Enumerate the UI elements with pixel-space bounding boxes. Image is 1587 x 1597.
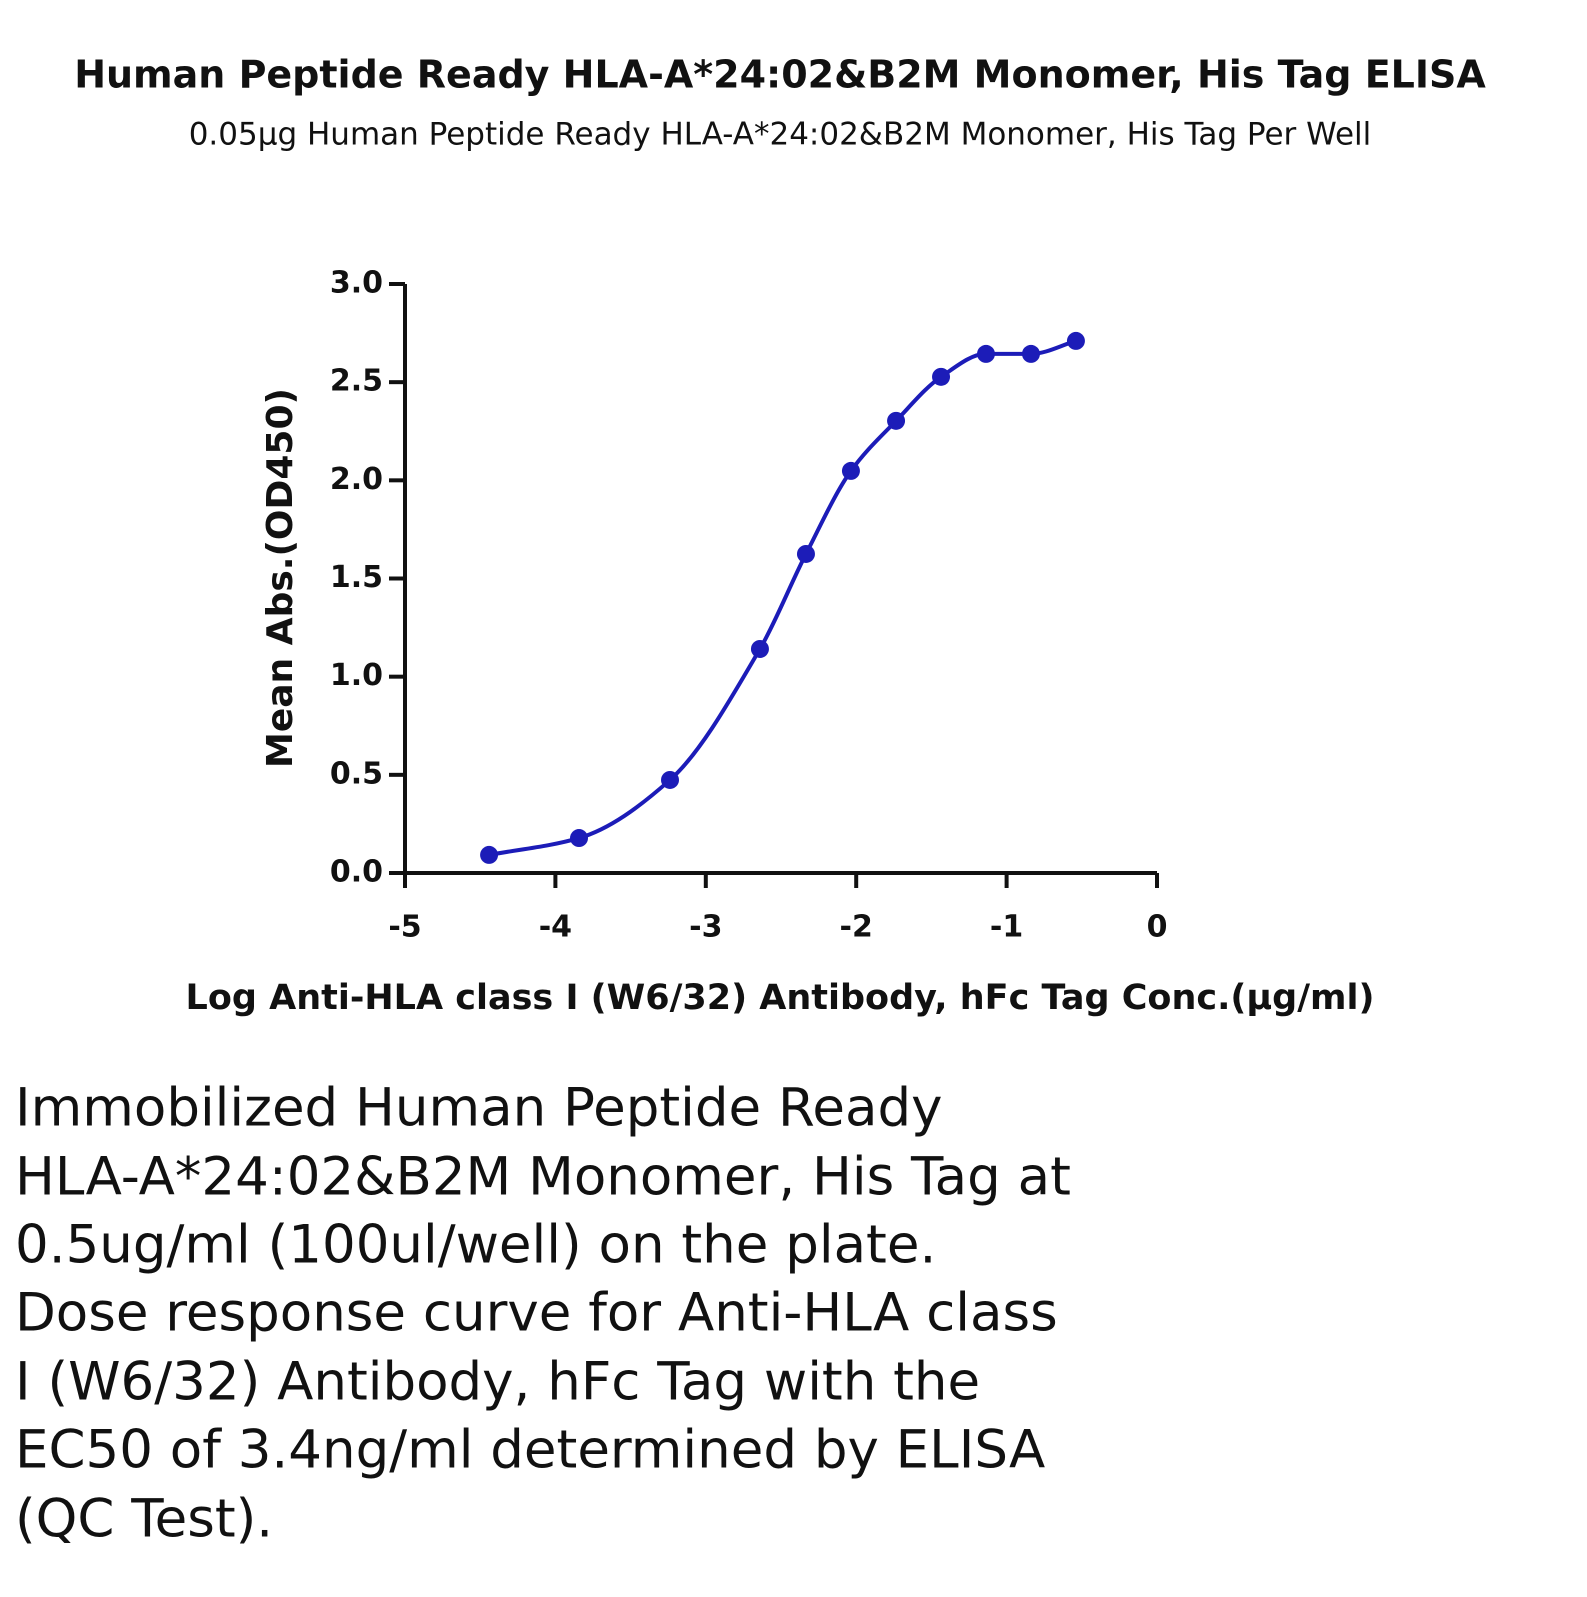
data-point (887, 411, 906, 430)
x-tick-label: -1 (990, 910, 1023, 945)
caption-line: Immobilized Human Peptide Ready (15, 1078, 943, 1139)
data-point (750, 639, 769, 658)
x-tick-label: -4 (539, 910, 572, 945)
y-tick-label: 0.5 (330, 756, 383, 791)
data-point (570, 829, 589, 848)
x-tick-label: -3 (689, 910, 722, 945)
x-tick-label: -5 (388, 910, 421, 945)
y-tick-label: 3.0 (330, 266, 383, 301)
y-tick-label: 2.0 (330, 462, 383, 497)
y-axis-title: Mean Abs.(OD450) (260, 388, 301, 768)
caption-line: I (W6/32) Antibody, hFc Tag with the (15, 1352, 980, 1413)
data-point (796, 544, 815, 563)
caption-line: 0.5ug/ml (100ul/well) on the plate. (15, 1215, 936, 1276)
caption-line: Dose response curve for Anti-HLA class (15, 1283, 1058, 1344)
chart-title: Human Peptide Ready HLA-A*24:02&B2M Mono… (74, 53, 1486, 97)
caption-line: EC50 of 3.4ng/ml determined by ELISA (15, 1420, 1045, 1481)
y-tick-label: 1.0 (330, 658, 383, 693)
caption-line: (QC Test). (15, 1489, 273, 1550)
y-tick-label: 0.0 (330, 855, 383, 890)
data-point (1066, 331, 1085, 350)
chart-subtitle: 0.05μg Human Peptide Ready HLA-A*24:02&B… (189, 117, 1372, 153)
y-tick-label: 2.5 (330, 364, 383, 399)
x-tick-label: -2 (840, 910, 873, 945)
data-point (1021, 344, 1040, 363)
y-tick-label: 1.5 (330, 560, 383, 595)
data-point (480, 845, 499, 864)
data-point (976, 344, 995, 363)
fit-curve (488, 339, 1077, 857)
x-tick-label: 0 (1147, 910, 1168, 945)
x-axis-title: Log Anti-HLA class I (W6/32) Antibody, h… (186, 978, 1375, 1018)
data-point (661, 770, 680, 789)
data-point (932, 367, 951, 386)
caption-line: HLA-A*24:02&B2M Monomer, His Tag at (15, 1147, 1071, 1208)
data-point (841, 461, 860, 480)
